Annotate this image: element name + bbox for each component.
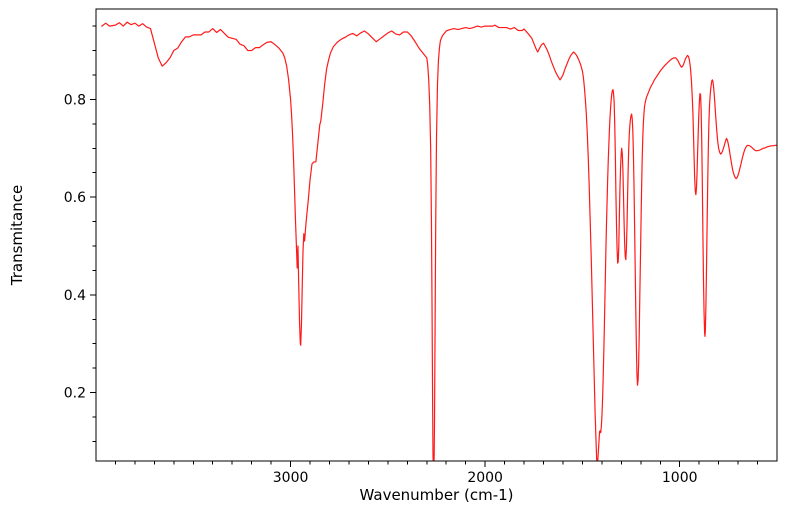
x-axis-label: Wavenumber (cm-1)	[359, 486, 514, 504]
x-tick-label: 1000	[662, 470, 698, 486]
x-tick-label: 3000	[273, 470, 309, 486]
plot-border	[95, 8, 778, 462]
y-tick-label: 0.6	[64, 190, 86, 206]
y-tick-label: 0.4	[64, 288, 86, 304]
y-axis-label: Transmitance	[8, 184, 26, 286]
y-tick-label: 0.2	[64, 386, 86, 402]
axis-ticks	[90, 25, 759, 467]
spectrum-line	[101, 21, 777, 461]
x-tick-label: 2000	[467, 470, 503, 486]
y-tick-label: 0.8	[64, 92, 86, 108]
tick-labels: 3000 2000 1000 0.2 0.4 0.6 0.8	[64, 92, 698, 486]
